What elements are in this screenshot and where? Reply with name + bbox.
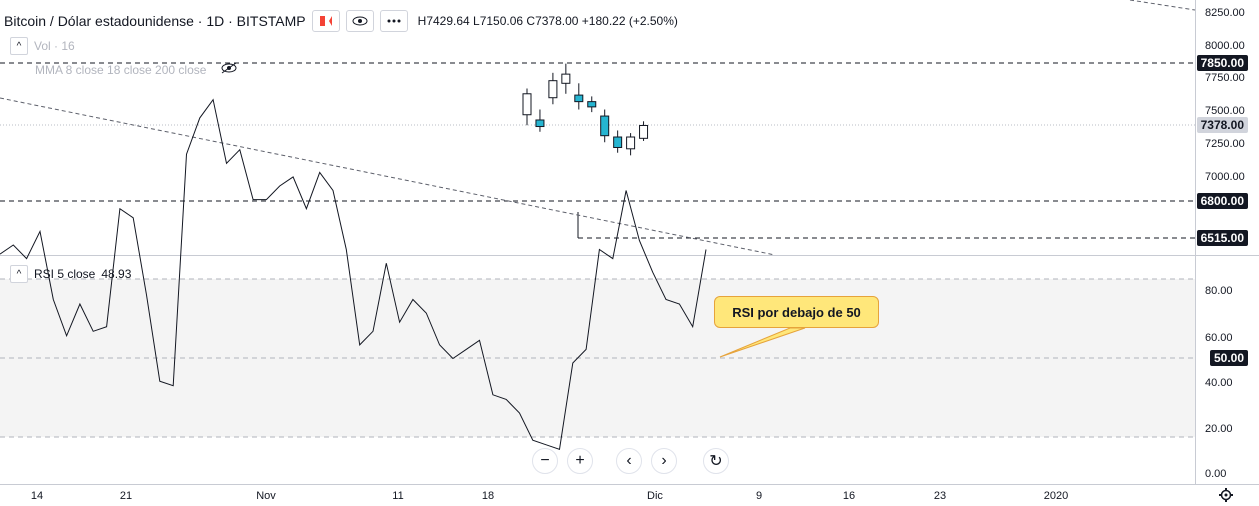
volume-legend: ^ Vol · 16 bbox=[10, 37, 75, 55]
eye-icon[interactable] bbox=[345, 10, 374, 32]
candle-body bbox=[626, 136, 636, 150]
symbol-title[interactable]: Bitcoin / Dólar estadounidense · 1D · BI… bbox=[4, 13, 306, 29]
trend-line bbox=[0, 97, 776, 256]
candle-body bbox=[587, 101, 597, 108]
rsi-callout[interactable]: RSI por debajo de 50 bbox=[714, 296, 879, 328]
price-tick: 7500.00 bbox=[1205, 105, 1245, 117]
price-tick: 7750.00 bbox=[1205, 72, 1245, 84]
candle-body bbox=[522, 93, 532, 116]
price-tag-6515: 6515.00 bbox=[1196, 230, 1248, 246]
rsi-value: 48.93 bbox=[101, 267, 132, 281]
rsi-tag-50: 50.00 bbox=[1209, 350, 1248, 366]
candle-body bbox=[535, 119, 545, 128]
volume-label: Vol · 16 bbox=[34, 39, 75, 53]
time-label: 21 bbox=[120, 490, 132, 502]
rsi-legend: ^ RSI 5 close 48.93 bbox=[10, 265, 131, 283]
mma-legend: MMA 8 close 18 close 200 close bbox=[35, 62, 238, 77]
price-tag-7850: 7850.00 bbox=[1196, 55, 1248, 71]
time-label: 14 bbox=[31, 490, 43, 502]
rsi-tick: 60.00 bbox=[1205, 332, 1233, 344]
price-tick: 7250.00 bbox=[1205, 138, 1245, 150]
candle-body bbox=[561, 73, 571, 84]
time-label: 16 bbox=[843, 490, 855, 502]
mma-label: MMA 8 close 18 close 200 close bbox=[35, 62, 207, 77]
price-tag-6800: 6800.00 bbox=[1196, 193, 1248, 209]
symbol-legend: Bitcoin / Dólar estadounidense · 1D · BI… bbox=[4, 10, 678, 32]
more-icon[interactable] bbox=[379, 10, 408, 32]
candle-body bbox=[639, 124, 649, 139]
candle-body bbox=[574, 94, 584, 103]
time-label: 23 bbox=[934, 490, 946, 502]
price-tick: 7000.00 bbox=[1205, 171, 1245, 183]
rsi-line bbox=[0, 98, 707, 450]
plus-icon[interactable]: + bbox=[567, 448, 593, 474]
chevron-right-icon[interactable]: › bbox=[651, 448, 677, 474]
hidden-eye-icon[interactable] bbox=[220, 62, 238, 77]
rsi-label: RSI 5 close bbox=[34, 267, 96, 281]
time-label: Nov bbox=[256, 490, 276, 502]
price-tick: 8250.00 bbox=[1205, 7, 1245, 19]
trend-line-top bbox=[1129, 0, 1196, 11]
candle-body bbox=[600, 115, 610, 137]
time-label: 2020 bbox=[1044, 490, 1068, 502]
candles-group bbox=[522, 63, 649, 156]
candle-body bbox=[548, 80, 558, 99]
reset-icon[interactable]: ↻ bbox=[703, 448, 729, 474]
candle-body bbox=[613, 136, 623, 148]
rsi-tick: 0.00 bbox=[1205, 468, 1226, 480]
time-label: 9 bbox=[756, 490, 762, 502]
ohlc-values: H7429.64 L7150.06 C7378.00 +180.22 (+2.5… bbox=[417, 14, 678, 28]
rsi-tick: 80.00 bbox=[1205, 285, 1233, 297]
chevron-left-icon[interactable]: ‹ bbox=[616, 448, 642, 474]
collapse-icon[interactable]: ^ bbox=[10, 37, 28, 55]
price-tick: 8000.00 bbox=[1205, 40, 1245, 52]
rsi-tick: 20.00 bbox=[1205, 423, 1233, 435]
time-label: Dic bbox=[647, 490, 663, 502]
price-tag-current: 7378.00 bbox=[1196, 117, 1248, 133]
rsi-tick: 40.00 bbox=[1205, 377, 1233, 389]
time-label: 11 bbox=[392, 490, 403, 502]
time-label: 18 bbox=[482, 490, 494, 502]
minus-icon[interactable]: − bbox=[532, 448, 558, 474]
collapse-icon[interactable]: ^ bbox=[10, 265, 28, 283]
settings-icon[interactable] bbox=[1219, 488, 1233, 502]
callout-pointer bbox=[719, 327, 806, 358]
flag-icon[interactable] bbox=[311, 10, 340, 32]
